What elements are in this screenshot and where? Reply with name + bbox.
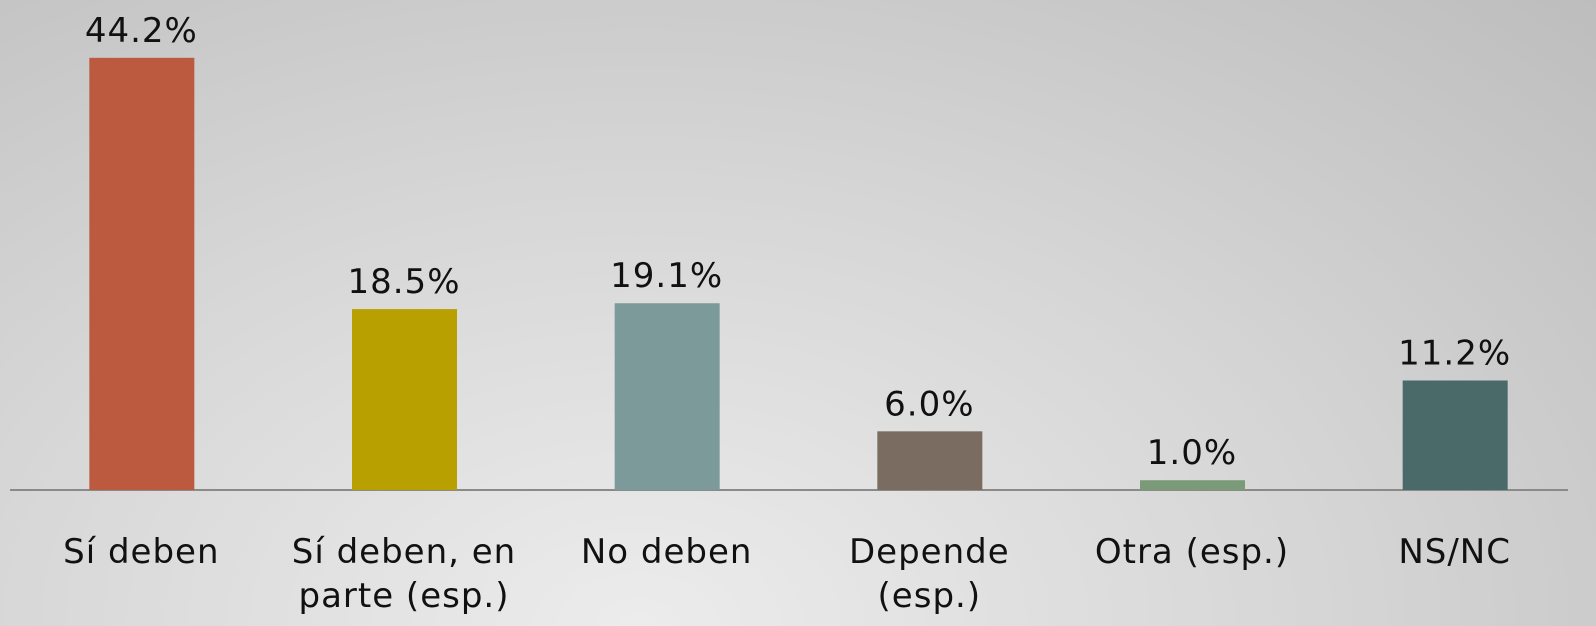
value-label: 1.0% [1147,433,1237,473]
bar [1140,480,1245,490]
bar [877,431,983,490]
bar [1402,380,1508,490]
x-tick-label: NS/NC [1398,532,1511,572]
value-label: 11.2% [1398,333,1511,373]
bar [614,303,720,490]
bar [352,309,457,490]
x-tick-label: Sí deben [63,532,220,572]
x-tick-label: Otra (esp.) [1094,532,1290,572]
x-tick-label: Depende (esp.) [849,532,1010,616]
value-label: 19.1% [610,256,723,296]
value-label: 44.2% [85,11,198,51]
x-tick-label: Sí deben, en parte (esp.) [291,532,517,616]
value-label: 18.5% [347,262,460,302]
bar [89,57,195,490]
value-label: 6.0% [884,384,974,424]
x-tick-label: No deben [580,532,753,572]
